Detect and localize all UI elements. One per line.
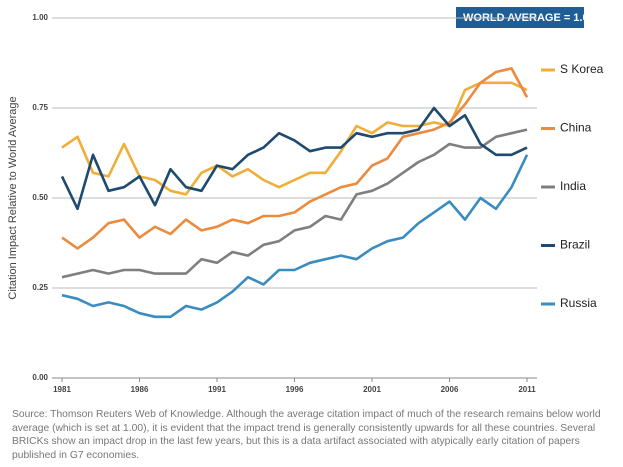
y-tick-label: 0.50	[32, 193, 48, 202]
y-tick-label: 0.25	[32, 283, 48, 292]
legend-label: S Korea	[560, 62, 604, 76]
legend-label: India	[560, 179, 586, 193]
y-tick-label: 0.00	[32, 373, 48, 382]
series-line	[61, 128, 528, 279]
series-line	[60, 106, 528, 211]
x-tick-label: 2006	[441, 385, 459, 394]
series-line	[61, 154, 529, 319]
x-tick-label: 1991	[208, 385, 226, 394]
legend-label: Brazil	[560, 238, 590, 252]
y-tick-label: 1.00	[32, 13, 48, 22]
y-axis-label: Citation Impact Relative to World Averag…	[7, 96, 19, 299]
x-tick-label: 2001	[363, 385, 381, 394]
series-line	[61, 81, 528, 196]
x-tick-label: 1996	[286, 385, 304, 394]
x-tick-label: 2011	[518, 385, 536, 394]
y-tick-label: 0.75	[32, 103, 48, 112]
x-tick-label: 1981	[53, 385, 71, 394]
series-line	[61, 67, 529, 250]
legend-label: China	[560, 121, 592, 135]
chart: Citation Impact Relative to World Averag…	[7, 7, 604, 394]
source-note: Source: Thomson Reuters Web of Knowledge…	[12, 409, 601, 461]
legend-label: Russia	[560, 296, 597, 310]
x-tick-label: 1986	[131, 385, 149, 394]
